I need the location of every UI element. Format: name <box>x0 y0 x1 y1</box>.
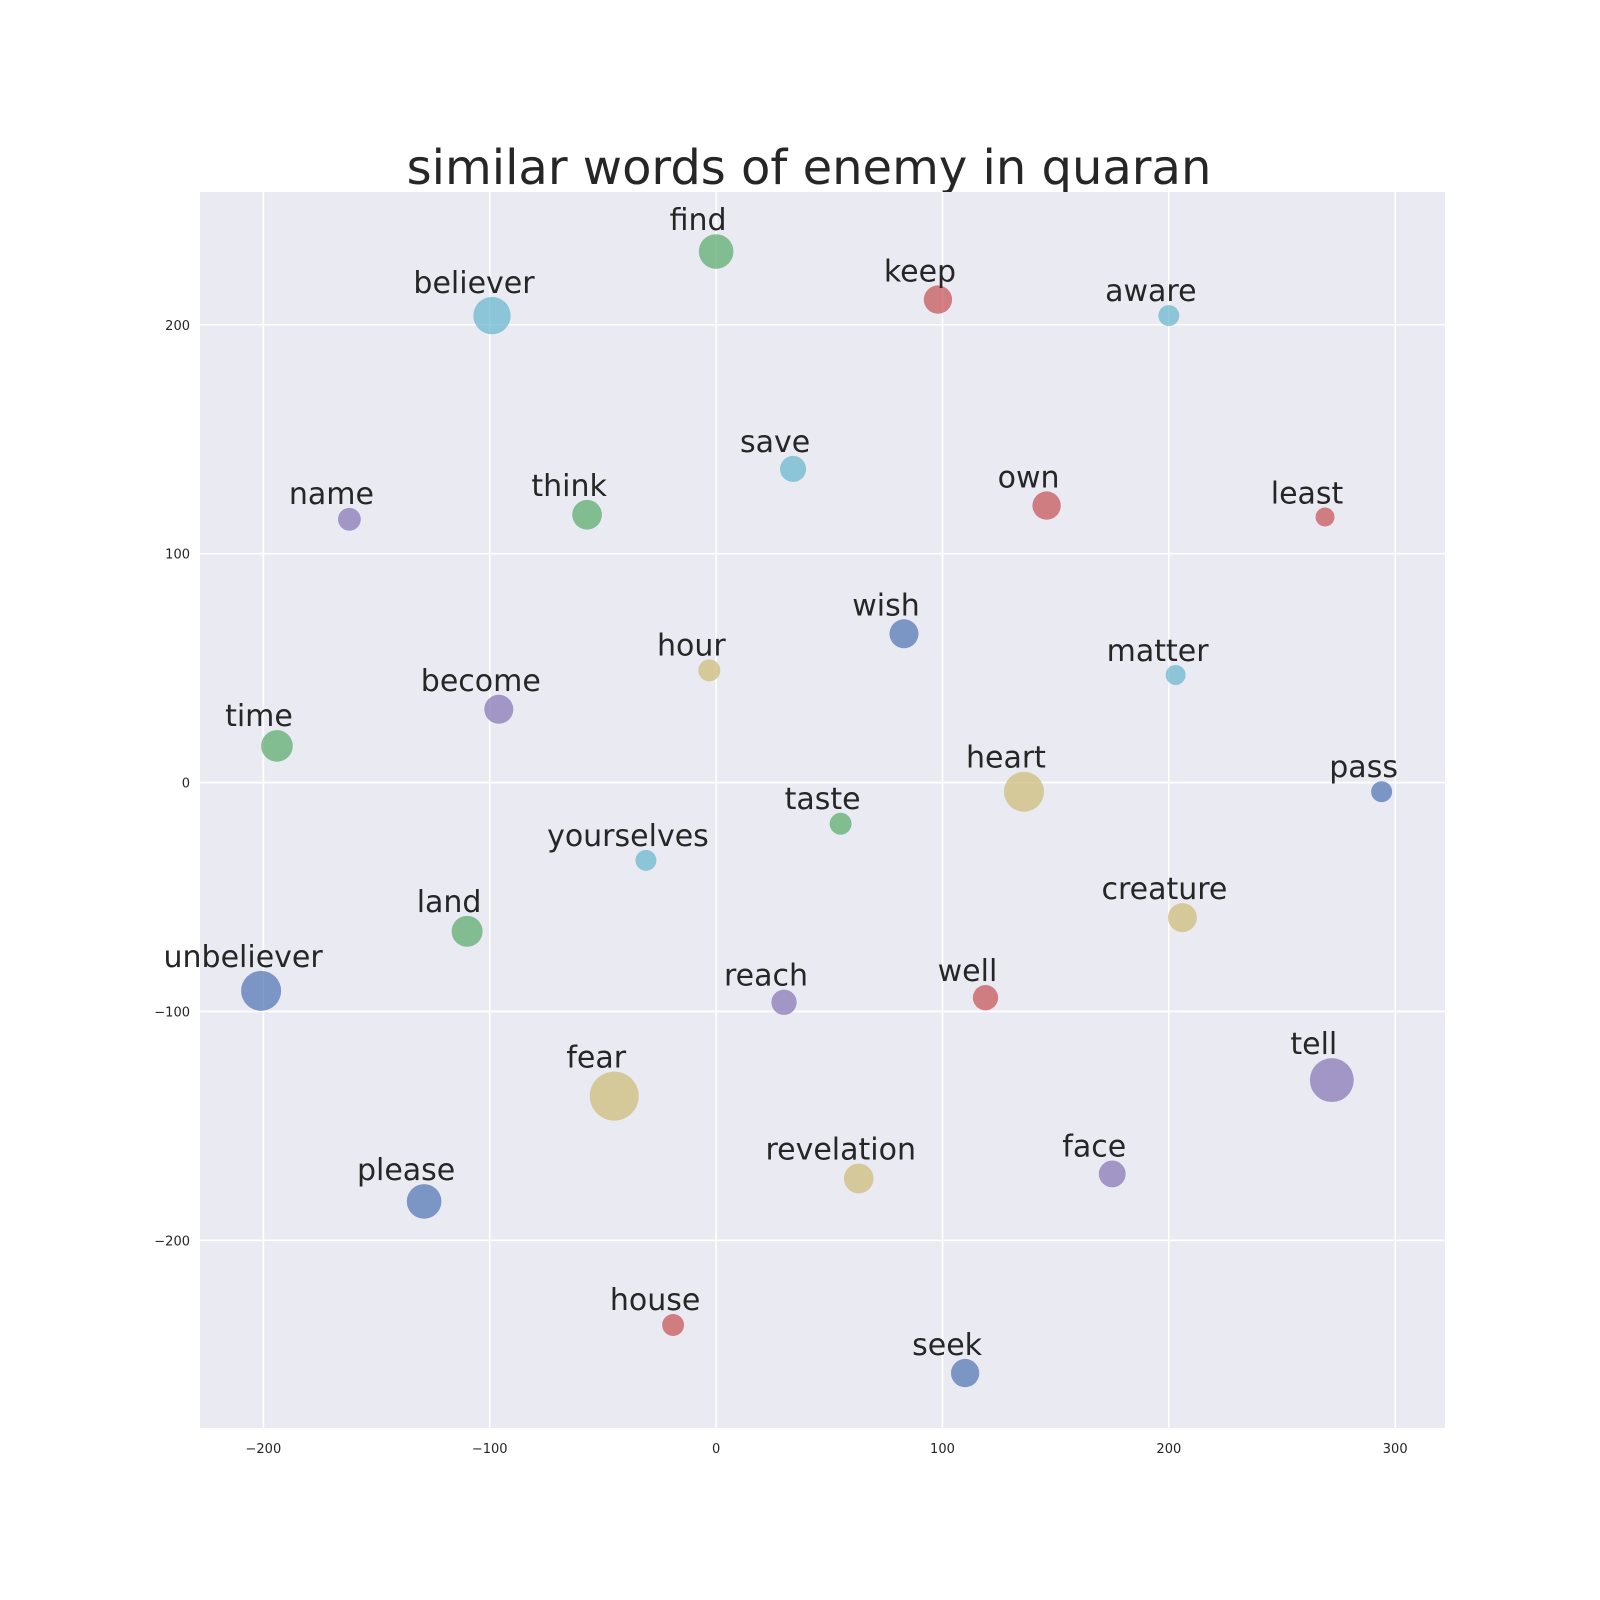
scatter-point-wish <box>889 619 919 649</box>
point-label-heart: heart <box>966 741 1046 776</box>
point-label-face: face <box>1062 1130 1126 1165</box>
point-label-find: find <box>670 203 727 238</box>
tick-labels: −200 −100 0 100 200 300 200 100 0 −100 −200 <box>154 319 1407 1457</box>
point-label-own: own <box>998 460 1060 495</box>
point-label-matter: matter <box>1107 634 1210 669</box>
point-label-please: please <box>357 1153 455 1188</box>
point-label-unbeliever: unbeliever <box>164 940 324 975</box>
point-label-seek: seek <box>912 1328 983 1363</box>
scatter-point-own <box>1032 491 1061 520</box>
grid-lines <box>200 192 1445 1428</box>
point-label-reach: reach <box>724 959 808 994</box>
scatter-point-revelation <box>843 1163 874 1194</box>
point-label-creature: creature <box>1101 872 1227 907</box>
scatter-point-find <box>698 234 734 269</box>
scatter-point-face <box>1098 1160 1126 1188</box>
scatter-point-land <box>451 915 483 947</box>
scatter-point-pass <box>1371 781 1393 803</box>
point-label-wish: wish <box>852 588 920 623</box>
x-tick-label: 0 <box>712 1442 720 1457</box>
scatter-point-creature <box>1167 903 1197 933</box>
scatter-point-please <box>406 1184 442 1219</box>
point-label-yourselves: yourselves <box>547 819 709 854</box>
point-label-house: house <box>610 1283 700 1318</box>
scatter-point-unbeliever <box>241 970 282 1011</box>
point-label-land: land <box>417 885 482 920</box>
scatter-point-believer <box>473 296 511 335</box>
point-label-keep: keep <box>884 254 956 289</box>
scatter-point-heart <box>1003 771 1044 812</box>
scatter-point-matter <box>1165 664 1186 685</box>
plot-area <box>200 192 1445 1428</box>
scatter-point-time <box>261 730 293 762</box>
scatter-point-fear <box>589 1071 639 1121</box>
point-label-fear: fear <box>566 1041 626 1076</box>
scatter-point-house <box>662 1314 685 1336</box>
y-tick-label: 200 <box>165 319 190 334</box>
point-label-name: name <box>289 477 374 512</box>
point-label-revelation: revelation <box>765 1133 916 1168</box>
x-tick-label: −100 <box>472 1442 508 1457</box>
point-label-time: time <box>225 699 293 734</box>
scatter-point-reach <box>771 989 797 1015</box>
scatter-point-taste <box>829 812 852 835</box>
point-label-believer: believer <box>413 266 535 301</box>
chart-title: similar words of enemy in quaran <box>407 140 1212 196</box>
scatter-point-save <box>780 455 807 482</box>
data-points <box>241 234 1393 1388</box>
point-label-hour: hour <box>657 628 726 663</box>
scatter-point-keep <box>923 285 953 314</box>
scatter-point-think <box>572 499 602 530</box>
x-tick-label: 300 <box>1383 1442 1408 1457</box>
scatter-point-aware <box>1158 305 1180 327</box>
point-label-aware: aware <box>1105 274 1196 309</box>
x-tick-label: −200 <box>246 1442 282 1457</box>
point-labels: find believer keep aware save name think own lea… <box>164 203 1398 1363</box>
point-label-taste: taste <box>785 782 861 817</box>
x-tick-label: 100 <box>930 1442 955 1457</box>
scatter-point-yourselves <box>635 849 657 871</box>
y-tick-label: 0 <box>182 777 190 792</box>
scatter-point-hour <box>698 659 721 682</box>
scatter-point-tell <box>1309 1058 1354 1102</box>
scatter-point-least <box>1315 507 1335 527</box>
y-tick-label: −100 <box>154 1005 190 1020</box>
point-label-pass: pass <box>1329 750 1398 785</box>
point-label-least: least <box>1271 477 1344 512</box>
scatter-point-well <box>972 985 999 1011</box>
scatter-point-name <box>337 507 361 531</box>
point-label-tell: tell <box>1290 1027 1337 1062</box>
point-label-well: well <box>938 954 998 989</box>
point-label-save: save <box>740 425 810 460</box>
x-tick-label: 200 <box>1156 1442 1181 1457</box>
point-label-think: think <box>531 469 607 504</box>
y-tick-label: −200 <box>154 1234 190 1249</box>
scatter-point-seek <box>950 1358 980 1388</box>
y-tick-label: 100 <box>165 548 190 563</box>
point-label-become: become <box>421 664 541 699</box>
scatter-point-become <box>484 694 514 724</box>
